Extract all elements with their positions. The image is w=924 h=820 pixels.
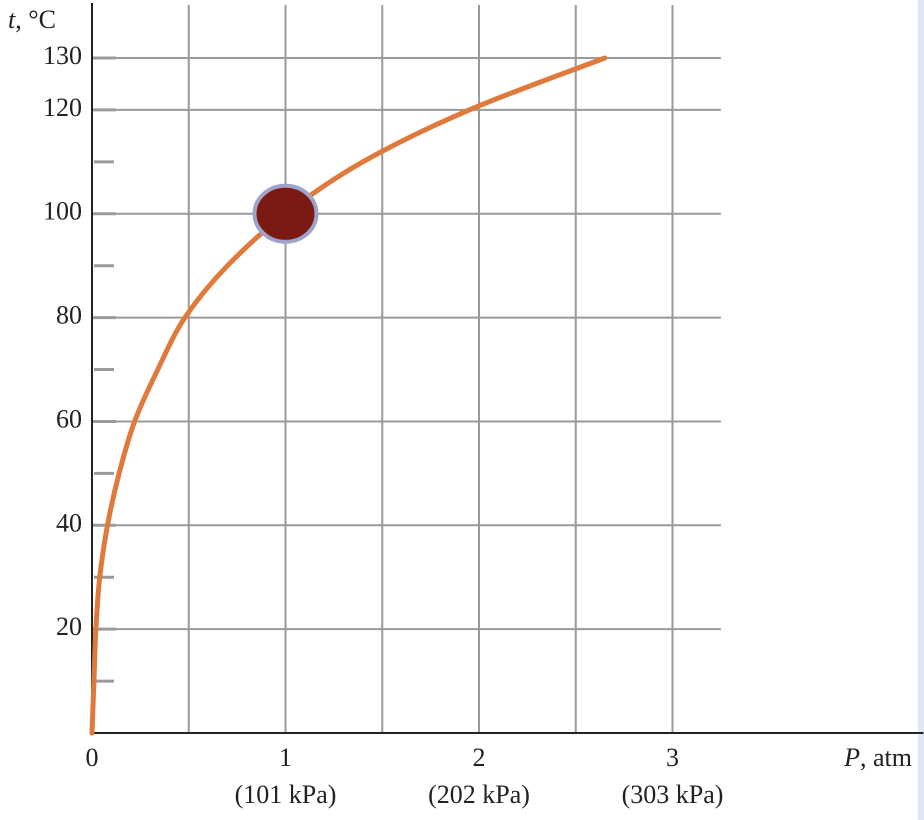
x-tick-sublabel: (101 kPa) [235, 780, 337, 809]
x-label-var: P [843, 743, 860, 772]
y-label-unit: , °C [15, 5, 56, 34]
y-label-var: t [8, 5, 16, 34]
y-tick-label: 130 [43, 41, 82, 70]
x-label-unit: , atm [860, 743, 912, 772]
x-tick-sublabel: (303 kPa) [622, 780, 724, 809]
x-tick-sublabel: (202 kPa) [428, 780, 530, 809]
y-axis-label: t, °C [8, 5, 56, 34]
y-tick-label: 120 [43, 93, 82, 122]
highlight-point [252, 183, 319, 244]
edge-strip [918, 0, 924, 820]
x-tick-label: 3 [666, 743, 679, 772]
y-tick-label: 100 [43, 197, 82, 226]
curve [89, 55, 608, 736]
y-tick-label: 40 [56, 508, 82, 537]
y-tick-label: 60 [56, 404, 82, 433]
x-tick-label: 2 [473, 743, 486, 772]
y-tick-label: 80 [56, 301, 82, 330]
y-tick-label: 20 [56, 612, 82, 641]
x-axis-label: P, atm [843, 743, 912, 772]
origin-label: 0 [86, 743, 99, 772]
x-tick-label: 1 [279, 743, 292, 772]
